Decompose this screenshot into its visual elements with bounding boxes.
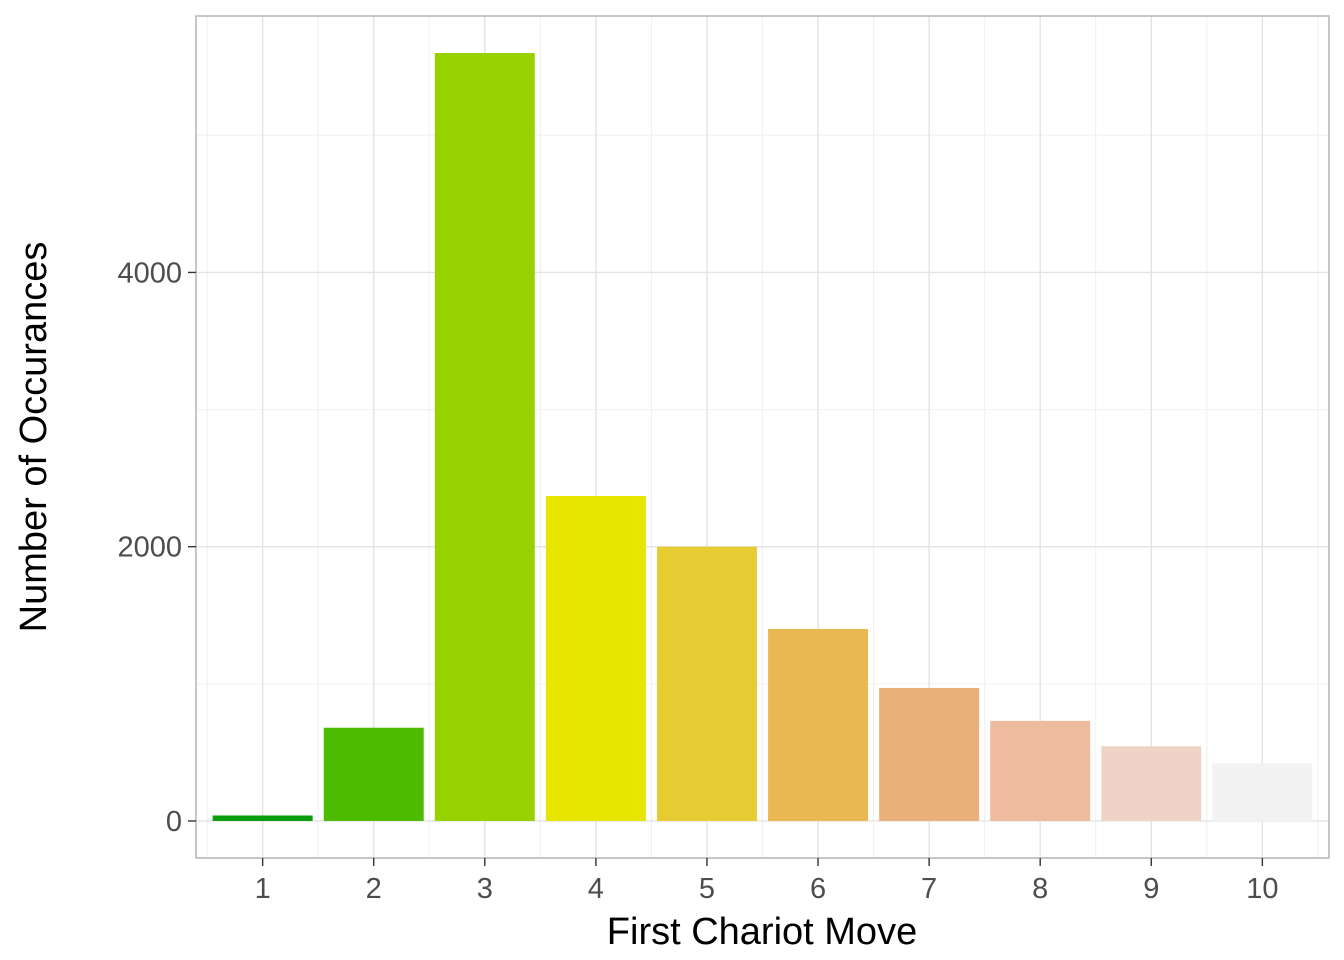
- x-tick-label: 7: [921, 873, 937, 905]
- y-axis-title: Number of Occurances: [13, 242, 55, 633]
- x-tick-label: 3: [477, 873, 493, 905]
- plot-border: [195, 15, 1330, 859]
- bar-10: [1212, 763, 1313, 821]
- bar-5: [656, 546, 757, 821]
- x-tick-label: 9: [1143, 873, 1159, 905]
- bars: [212, 53, 1313, 821]
- x-tick-label: 4: [588, 873, 604, 905]
- x-tick-label: 2: [366, 873, 382, 905]
- bar-9: [1101, 746, 1202, 821]
- y-tick-label: 0: [166, 806, 182, 838]
- x-axis-title: First Chariot Move: [607, 911, 917, 953]
- tick-labels: 1 2 3 4 5 6 7 8 9 10 0 2000 4000: [117, 257, 1278, 905]
- bar-7: [879, 687, 980, 821]
- bar-6: [768, 628, 869, 821]
- x-tick-label: 5: [699, 873, 715, 905]
- bar-3: [434, 53, 535, 821]
- axis-ticks: [188, 271, 1264, 866]
- bar-8: [990, 720, 1091, 821]
- x-tick-label: 8: [1032, 873, 1048, 905]
- x-tick-label: 6: [810, 873, 826, 905]
- minor-gridlines: [196, 16, 1329, 858]
- y-tick-label: 4000: [117, 257, 182, 289]
- bar-2: [323, 727, 424, 821]
- bar-4: [545, 495, 646, 821]
- x-tick-label: 1: [255, 873, 271, 905]
- bar-1: [212, 815, 313, 821]
- x-tick-label: 10: [1246, 873, 1278, 905]
- y-tick-label: 2000: [117, 532, 182, 564]
